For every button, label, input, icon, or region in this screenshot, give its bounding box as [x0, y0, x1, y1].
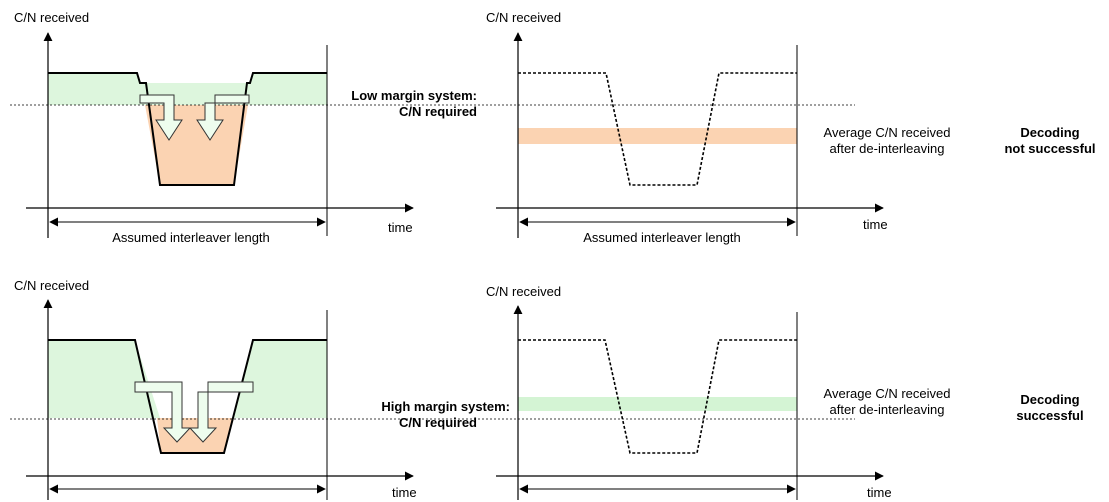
- row-low-margin: C/N received time Assumed interleaver le…: [10, 10, 1096, 245]
- interleaver-length-label: Assumed interleaver length: [112, 230, 270, 245]
- cn-received-curve: [48, 72, 327, 186]
- cn-received-curve-dashed: [518, 339, 797, 454]
- y-axis-label: C/N received: [486, 10, 561, 25]
- margin-area-right: [234, 340, 327, 418]
- x-axis-label: time: [867, 485, 892, 500]
- deficit-area: [157, 418, 234, 453]
- deficit-area: [145, 105, 248, 185]
- system-label-line2: C/N required: [399, 415, 477, 430]
- decoding-result-line2: successful: [1016, 408, 1083, 423]
- system-label-line1: Low margin system:: [351, 88, 477, 103]
- panel-high-left: C/N received time: [10, 278, 855, 500]
- y-axis-label: C/N received: [486, 284, 561, 299]
- x-axis-label: time: [863, 217, 888, 232]
- average-cn-label-line1: Average C/N received: [824, 125, 951, 140]
- panel-low-left: C/N received time Assumed interleaver le…: [10, 10, 855, 245]
- y-axis-label: C/N received: [14, 10, 89, 25]
- average-cn-band: [518, 397, 797, 411]
- decoding-result-line2: not successful: [1004, 141, 1095, 156]
- margin-area-left: [48, 73, 327, 105]
- redistribute-arrow-right: [196, 94, 250, 141]
- system-label-line2: C/N required: [399, 104, 477, 119]
- cn-received-curve: [48, 339, 327, 454]
- interleaver-length-label: Assumed interleaver length: [583, 230, 741, 245]
- x-axis-label: time: [388, 220, 413, 235]
- y-axis-label: C/N received: [14, 278, 89, 293]
- panel-high-right: C/N received time Average C/N received a…: [486, 284, 950, 500]
- row-high-margin: C/N received time High margin system: C/…: [10, 278, 1084, 500]
- average-cn-label-line1: Average C/N received: [824, 386, 951, 401]
- redistribute-arrow-right: [188, 381, 254, 443]
- redistribute-arrow-left: [139, 94, 183, 141]
- decoding-result-line1: Decoding: [1020, 392, 1079, 407]
- average-cn-label-line2: after de-interleaving: [830, 141, 945, 156]
- cn-received-curve-dashed: [518, 72, 797, 186]
- decoding-result-line1: Decoding: [1020, 125, 1079, 140]
- panel-low-right: C/N received time Assumed interleaver le…: [486, 10, 950, 245]
- x-axis-label: time: [392, 485, 417, 500]
- margin-area-left: [48, 340, 160, 418]
- average-cn-label-line2: after de-interleaving: [830, 402, 945, 417]
- system-label-line1: High margin system:: [381, 399, 510, 414]
- redistribute-arrow-left: [134, 381, 192, 443]
- average-cn-band: [518, 128, 797, 144]
